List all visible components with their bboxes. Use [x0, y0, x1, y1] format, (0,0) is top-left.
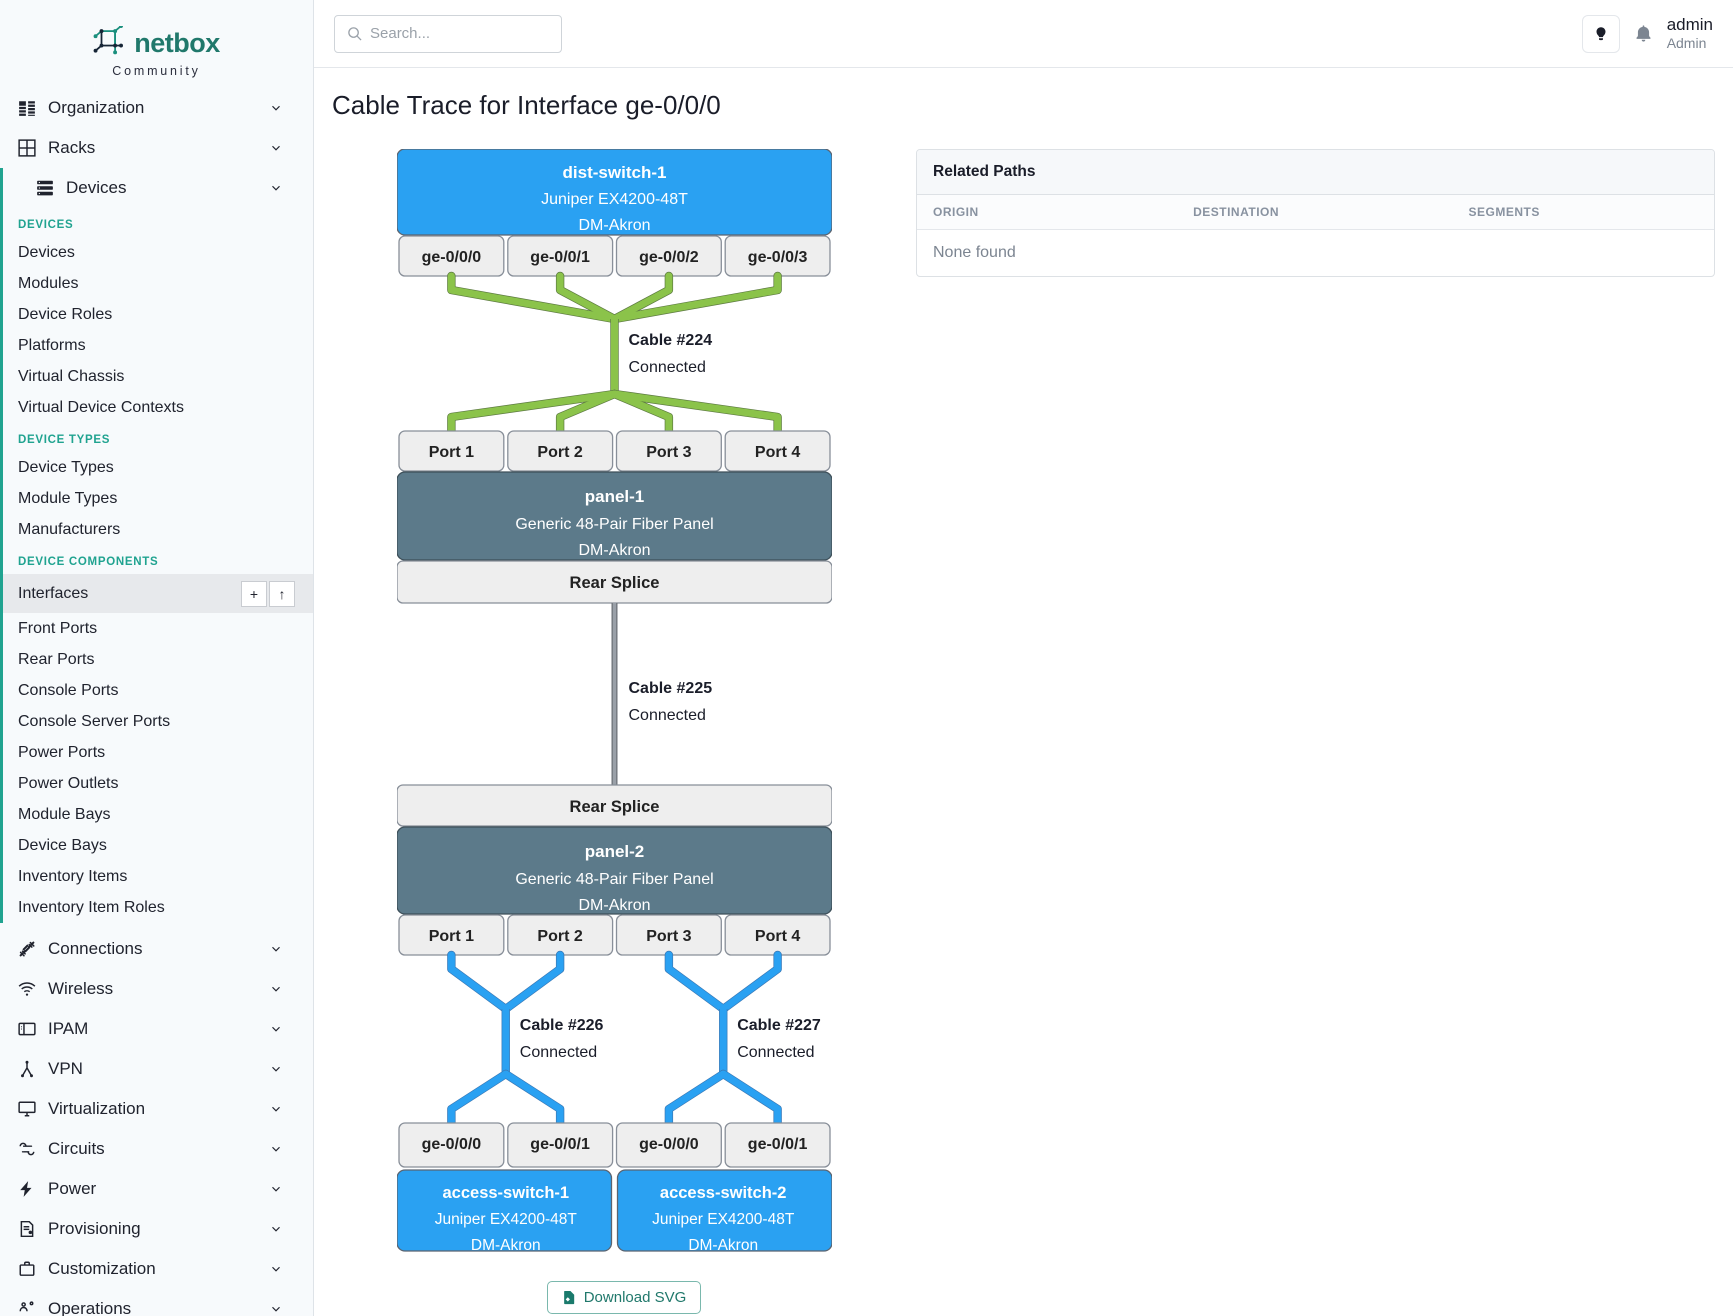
svg-text:Connected: Connected: [520, 1044, 597, 1061]
svg-text:DM-Akron: DM-Akron: [578, 897, 650, 914]
svg-text:Juniper EX4200-48T: Juniper EX4200-48T: [435, 1211, 578, 1228]
svg-text:Port 1: Port 1: [429, 444, 474, 461]
svg-text:access-switch-2: access-switch-2: [660, 1184, 787, 1202]
svg-text:Port 3: Port 3: [646, 444, 691, 461]
svg-text:Generic 48-Pair Fiber Panel: Generic 48-Pair Fiber Panel: [515, 871, 713, 888]
svg-text:panel-2: panel-2: [585, 842, 645, 861]
svg-text:Connected: Connected: [629, 707, 706, 724]
svg-text:Port 4: Port 4: [755, 444, 800, 461]
svg-text:Cable #226: Cable #226: [520, 1017, 604, 1034]
svg-text:ge-0/0/0: ge-0/0/0: [422, 1136, 482, 1153]
svg-text:DM-Akron: DM-Akron: [578, 217, 650, 234]
svg-text:DM-Akron: DM-Akron: [471, 1237, 541, 1254]
svg-text:Cable #227: Cable #227: [737, 1017, 821, 1034]
svg-text:Connected: Connected: [629, 359, 706, 376]
svg-text:Rear Splice: Rear Splice: [570, 574, 660, 592]
svg-text:ge-0/0/0: ge-0/0/0: [422, 249, 482, 266]
svg-text:Port 1: Port 1: [429, 928, 474, 945]
svg-text:DM-Akron: DM-Akron: [688, 1237, 758, 1254]
svg-text:ge-0/0/2: ge-0/0/2: [639, 249, 699, 266]
svg-text:Juniper EX4200-48T: Juniper EX4200-48T: [652, 1211, 795, 1228]
svg-text:ge-0/0/3: ge-0/0/3: [748, 249, 808, 266]
svg-text:access-switch-1: access-switch-1: [443, 1184, 570, 1202]
svg-text:Juniper EX4200-48T: Juniper EX4200-48T: [541, 191, 688, 208]
svg-text:ge-0/0/1: ge-0/0/1: [748, 1136, 808, 1153]
svg-text:ge-0/0/1: ge-0/0/1: [530, 1136, 590, 1153]
svg-text:ge-0/0/1: ge-0/0/1: [530, 249, 590, 266]
svg-text:DM-Akron: DM-Akron: [578, 542, 650, 559]
svg-text:Cable #225: Cable #225: [629, 680, 713, 697]
svg-text:ge-0/0/0: ge-0/0/0: [639, 1136, 699, 1153]
svg-text:dist-switch-1: dist-switch-1: [563, 163, 667, 182]
svg-text:Rear Splice: Rear Splice: [570, 798, 660, 816]
svg-text:Port 3: Port 3: [646, 928, 691, 945]
svg-text:panel-1: panel-1: [585, 487, 645, 506]
svg-text:Connected: Connected: [737, 1044, 814, 1061]
svg-text:Cable #224: Cable #224: [629, 332, 713, 349]
svg-text:Generic 48-Pair Fiber Panel: Generic 48-Pair Fiber Panel: [515, 516, 713, 533]
svg-text:Port 2: Port 2: [537, 444, 582, 461]
svg-text:Port 2: Port 2: [537, 928, 582, 945]
svg-text:Port 4: Port 4: [755, 928, 800, 945]
